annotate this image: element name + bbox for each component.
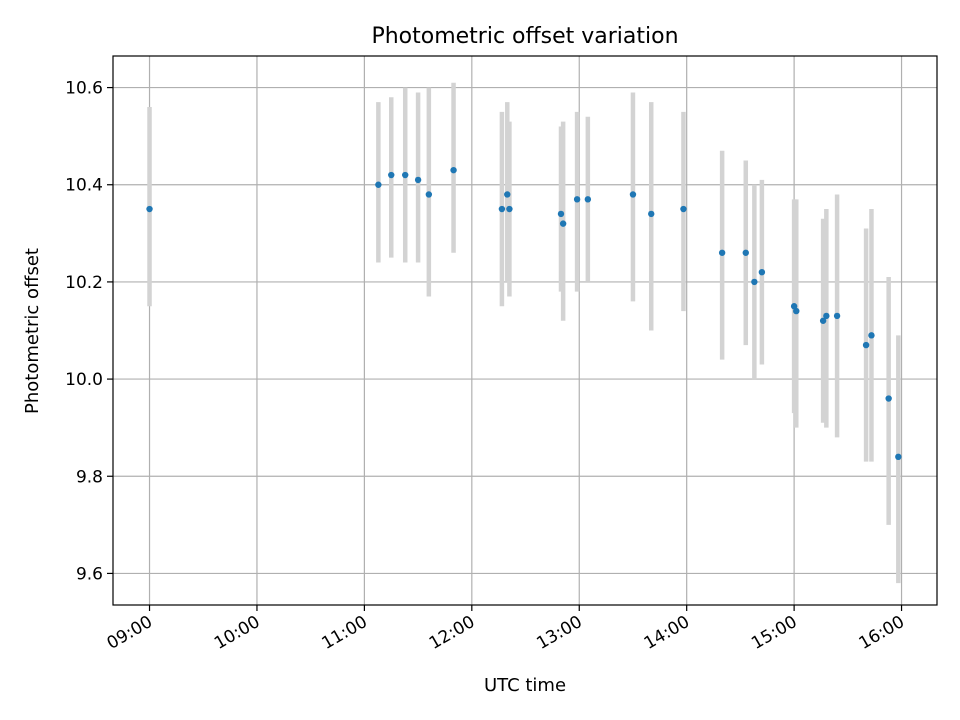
data-point [793, 307, 800, 315]
data-point [819, 317, 827, 324]
y-tick-label: 10.2 [65, 273, 103, 293]
x-tick-label: 16:00 [856, 612, 908, 654]
data-point [388, 171, 395, 179]
data-point [823, 312, 830, 320]
data-point [450, 166, 457, 174]
data-point [758, 268, 766, 276]
y-axis: 9.6 9.8 10.0 10.2 10.4 10.6 [65, 79, 113, 584]
x-tick-label: 13:00 [533, 612, 585, 654]
data-point [375, 181, 382, 188]
grid-layer [113, 56, 937, 605]
data-point [868, 332, 875, 339]
y-axis-label: Photometric offset [22, 248, 43, 414]
data-point [584, 196, 592, 203]
x-tick-label: 10:00 [211, 612, 263, 654]
data-point [504, 191, 511, 198]
y-tick-label: 10.4 [65, 176, 103, 196]
errorbar-layer [147, 82, 901, 584]
data-point [498, 205, 506, 213]
data-point [751, 278, 758, 286]
y-tick-label: 10.6 [65, 79, 103, 99]
data-point [559, 220, 567, 227]
y-tick-label: 9.6 [76, 564, 103, 584]
plot-frame [112, 55, 938, 606]
data-point [862, 341, 870, 349]
data-point [895, 453, 902, 461]
data-point [573, 196, 581, 203]
data-point [414, 176, 422, 184]
y-tick-label: 10.0 [65, 370, 103, 390]
x-tick-label: 11:00 [318, 612, 370, 654]
chart-title: Photometric offset variation [371, 24, 678, 49]
data-point [833, 312, 841, 320]
x-tick-label: 12:00 [426, 612, 478, 654]
data-point [557, 210, 565, 218]
data-point [506, 205, 513, 213]
point-layer [146, 166, 902, 461]
data-point [629, 191, 637, 198]
data-point [402, 171, 409, 179]
x-axis: 09:00 10:00 11:00 12:00 13:00 14:00 15:00 16:00 [104, 605, 908, 654]
x-tick-label: 14:00 [641, 612, 693, 654]
data-point [680, 205, 687, 213]
data-point [742, 249, 749, 256]
data-point [718, 249, 726, 256]
y-tick-label: 9.8 [76, 467, 103, 487]
x-tick-label: 15:00 [748, 612, 800, 654]
data-point [885, 395, 892, 402]
data-point [425, 191, 433, 198]
x-tick-label: 09:00 [104, 612, 156, 654]
data-point [648, 210, 655, 218]
data-point [146, 205, 153, 213]
data-point [790, 303, 798, 310]
x-axis-label: UTC time [484, 675, 566, 696]
